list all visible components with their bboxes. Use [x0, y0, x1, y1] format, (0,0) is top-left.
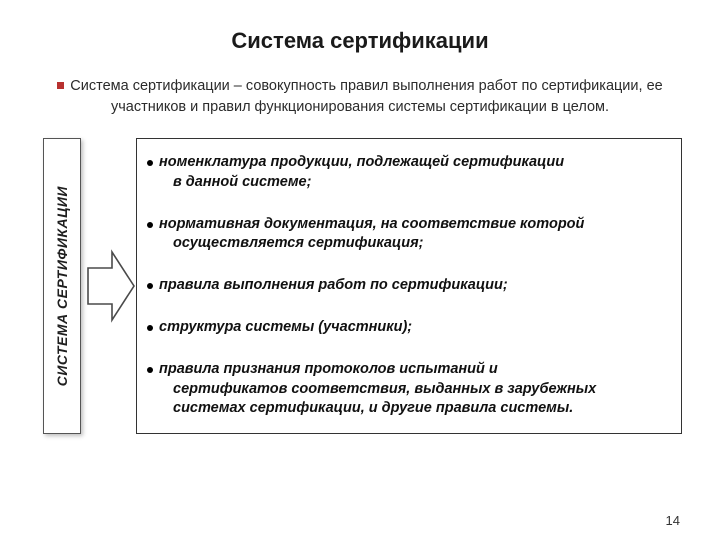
- list-item: правила признания протоколов испытаний и…: [147, 360, 665, 419]
- list-item: номенклатура продукции, подлежащей серти…: [147, 153, 665, 192]
- bullet-box: номенклатура продукции, подлежащей серти…: [136, 138, 682, 434]
- sidebar-label: СИСТЕМА СЕРТИФИКАЦИИ: [54, 186, 70, 386]
- bullet-text: правила признания протоколов испытаний и…: [159, 360, 665, 419]
- sidebar-column: СИСТЕМА СЕРТИФИКАЦИИ: [38, 138, 86, 434]
- intro-text: Система сертификации – совокупность прав…: [70, 78, 662, 115]
- bullet-text: нормативная документация, на соответстви…: [159, 215, 665, 254]
- bullet-icon: [147, 283, 153, 289]
- bullet-text: номенклатура продукции, подлежащей серти…: [159, 153, 665, 192]
- arrow-right-icon: [86, 216, 136, 356]
- bullet-text: структура системы (участники);: [159, 318, 665, 338]
- square-bullet-icon: [57, 82, 64, 89]
- intro-paragraph: Система сертификации – совокупность прав…: [38, 76, 682, 118]
- arrow-column: [86, 138, 136, 434]
- content-layout: СИСТЕМА СЕРТИФИКАЦИИ номенклатура продук…: [38, 138, 682, 434]
- list-item: нормативная документация, на соответстви…: [147, 215, 665, 254]
- bullet-text: правила выполнения работ по сертификации…: [159, 276, 665, 296]
- bullet-icon: [147, 325, 153, 331]
- page-number: 14: [666, 513, 680, 528]
- sidebar-label-box: СИСТЕМА СЕРТИФИКАЦИИ: [43, 138, 81, 434]
- bullet-icon: [147, 367, 153, 373]
- slide: Система сертификации Система сертификаци…: [0, 0, 720, 540]
- bullet-icon: [147, 160, 153, 166]
- list-item: структура системы (участники);: [147, 318, 665, 338]
- bullet-icon: [147, 222, 153, 228]
- list-item: правила выполнения работ по сертификации…: [147, 276, 665, 296]
- page-title: Система сертификации: [38, 28, 682, 54]
